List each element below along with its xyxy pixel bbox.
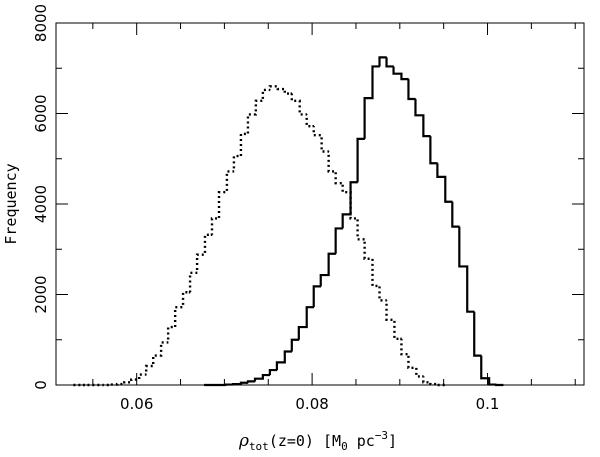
y-axis-ticks: 0 2000 4000 6000 8000 [32, 4, 584, 390]
y-tick-label: 0 [32, 380, 50, 390]
histogram-bin-dotted [248, 114, 255, 385]
histogram-outline-solid [204, 56, 504, 387]
y-tick-label: 6000 [32, 94, 50, 132]
histogram-bin-dotted [365, 259, 372, 385]
histogram-bin-dotted [314, 135, 321, 385]
x-axis-label-middle: (z=0) [M [269, 432, 341, 450]
histogram-bin-dotted [161, 342, 168, 385]
histogram-bin-dotted [387, 320, 394, 385]
x-tick-label: 0.06 [120, 395, 153, 413]
histogram-bin-dotted [197, 255, 204, 385]
histogram-bin-dotted [212, 218, 219, 385]
histogram-bin-dotted [168, 327, 175, 385]
x-axis-label-symbol: ρ [238, 431, 249, 451]
x-axis-label: ρtot(z=0) [M0 pc−3] [238, 429, 397, 453]
x-axis-label-end: ] [388, 432, 397, 450]
histogram-bin-dotted [329, 171, 336, 385]
y-axis-label: Frequency [2, 163, 20, 244]
y-tick-label: 8000 [32, 4, 50, 42]
histogram-bin-dotted [408, 368, 415, 385]
x-axis-ticks: 0.06 0.08 0.1 [92, 23, 576, 413]
histogram-bin-dotted [351, 218, 358, 385]
x-axis-label-subscript: tot [249, 440, 269, 453]
histogram-series-solid [204, 56, 504, 387]
histogram-bin-solid [423, 136, 430, 385]
histogram-bin-dotted [372, 286, 379, 385]
plot-frame [55, 22, 585, 386]
histogram-bin-dotted [270, 86, 277, 385]
x-axis-label-unit: pc [348, 432, 375, 450]
y-tick-label: 4000 [32, 185, 50, 223]
histogram-bin-dotted [205, 235, 212, 385]
histogram-outline-dotted [73, 85, 445, 387]
histogram-bin-solid [380, 57, 387, 385]
histogram-bin-dotted [300, 114, 307, 385]
histogram-bin-dotted [183, 292, 190, 385]
histogram-series [73, 56, 504, 387]
histogram-bin-solid [372, 66, 379, 385]
histogram-bin-dotted [234, 156, 241, 385]
histogram-bin-solid [408, 99, 415, 385]
histogram-bin-dotted [263, 90, 270, 385]
x-axis-label-unit-sup: −3 [375, 429, 388, 442]
x-tick-label: 0.08 [295, 395, 328, 413]
histogram-bin-dotted [401, 354, 408, 385]
histogram-bin-solid [459, 266, 466, 385]
histogram-bin-dotted [241, 134, 248, 385]
histogram-bin-dotted [146, 366, 153, 385]
histogram-bin-dotted [227, 171, 234, 385]
x-tick-label: 0.1 [476, 395, 500, 413]
histogram-bin-dotted [278, 89, 285, 385]
histogram-bin-dotted [219, 192, 226, 385]
histogram-bin-dotted [153, 356, 160, 385]
histogram-bin-solid [430, 163, 437, 385]
histogram-bin-dotted [358, 239, 365, 385]
histogram-bin-solid [445, 202, 452, 385]
histogram-bin-solid [321, 275, 328, 385]
histogram-bin-dotted [307, 126, 314, 385]
histogram-bin-dotted [175, 307, 182, 385]
histogram-bin-dotted [256, 101, 263, 385]
histogram-bin-dotted [190, 273, 197, 385]
histogram-bin-solid [387, 66, 394, 385]
histogram-bin-dotted [380, 300, 387, 385]
histogram-bin-solid [437, 177, 444, 385]
histogram-bin-solid [343, 214, 350, 385]
histogram-bin-solid [365, 98, 372, 385]
histogram-bin-solid [415, 115, 422, 385]
y-tick-label: 2000 [32, 275, 50, 313]
histogram-bin-dotted [394, 339, 401, 385]
histogram-bin-dotted [139, 375, 146, 385]
x-axis-label-unit-sub: 0 [341, 440, 348, 453]
histogram-series-dotted [73, 85, 445, 387]
